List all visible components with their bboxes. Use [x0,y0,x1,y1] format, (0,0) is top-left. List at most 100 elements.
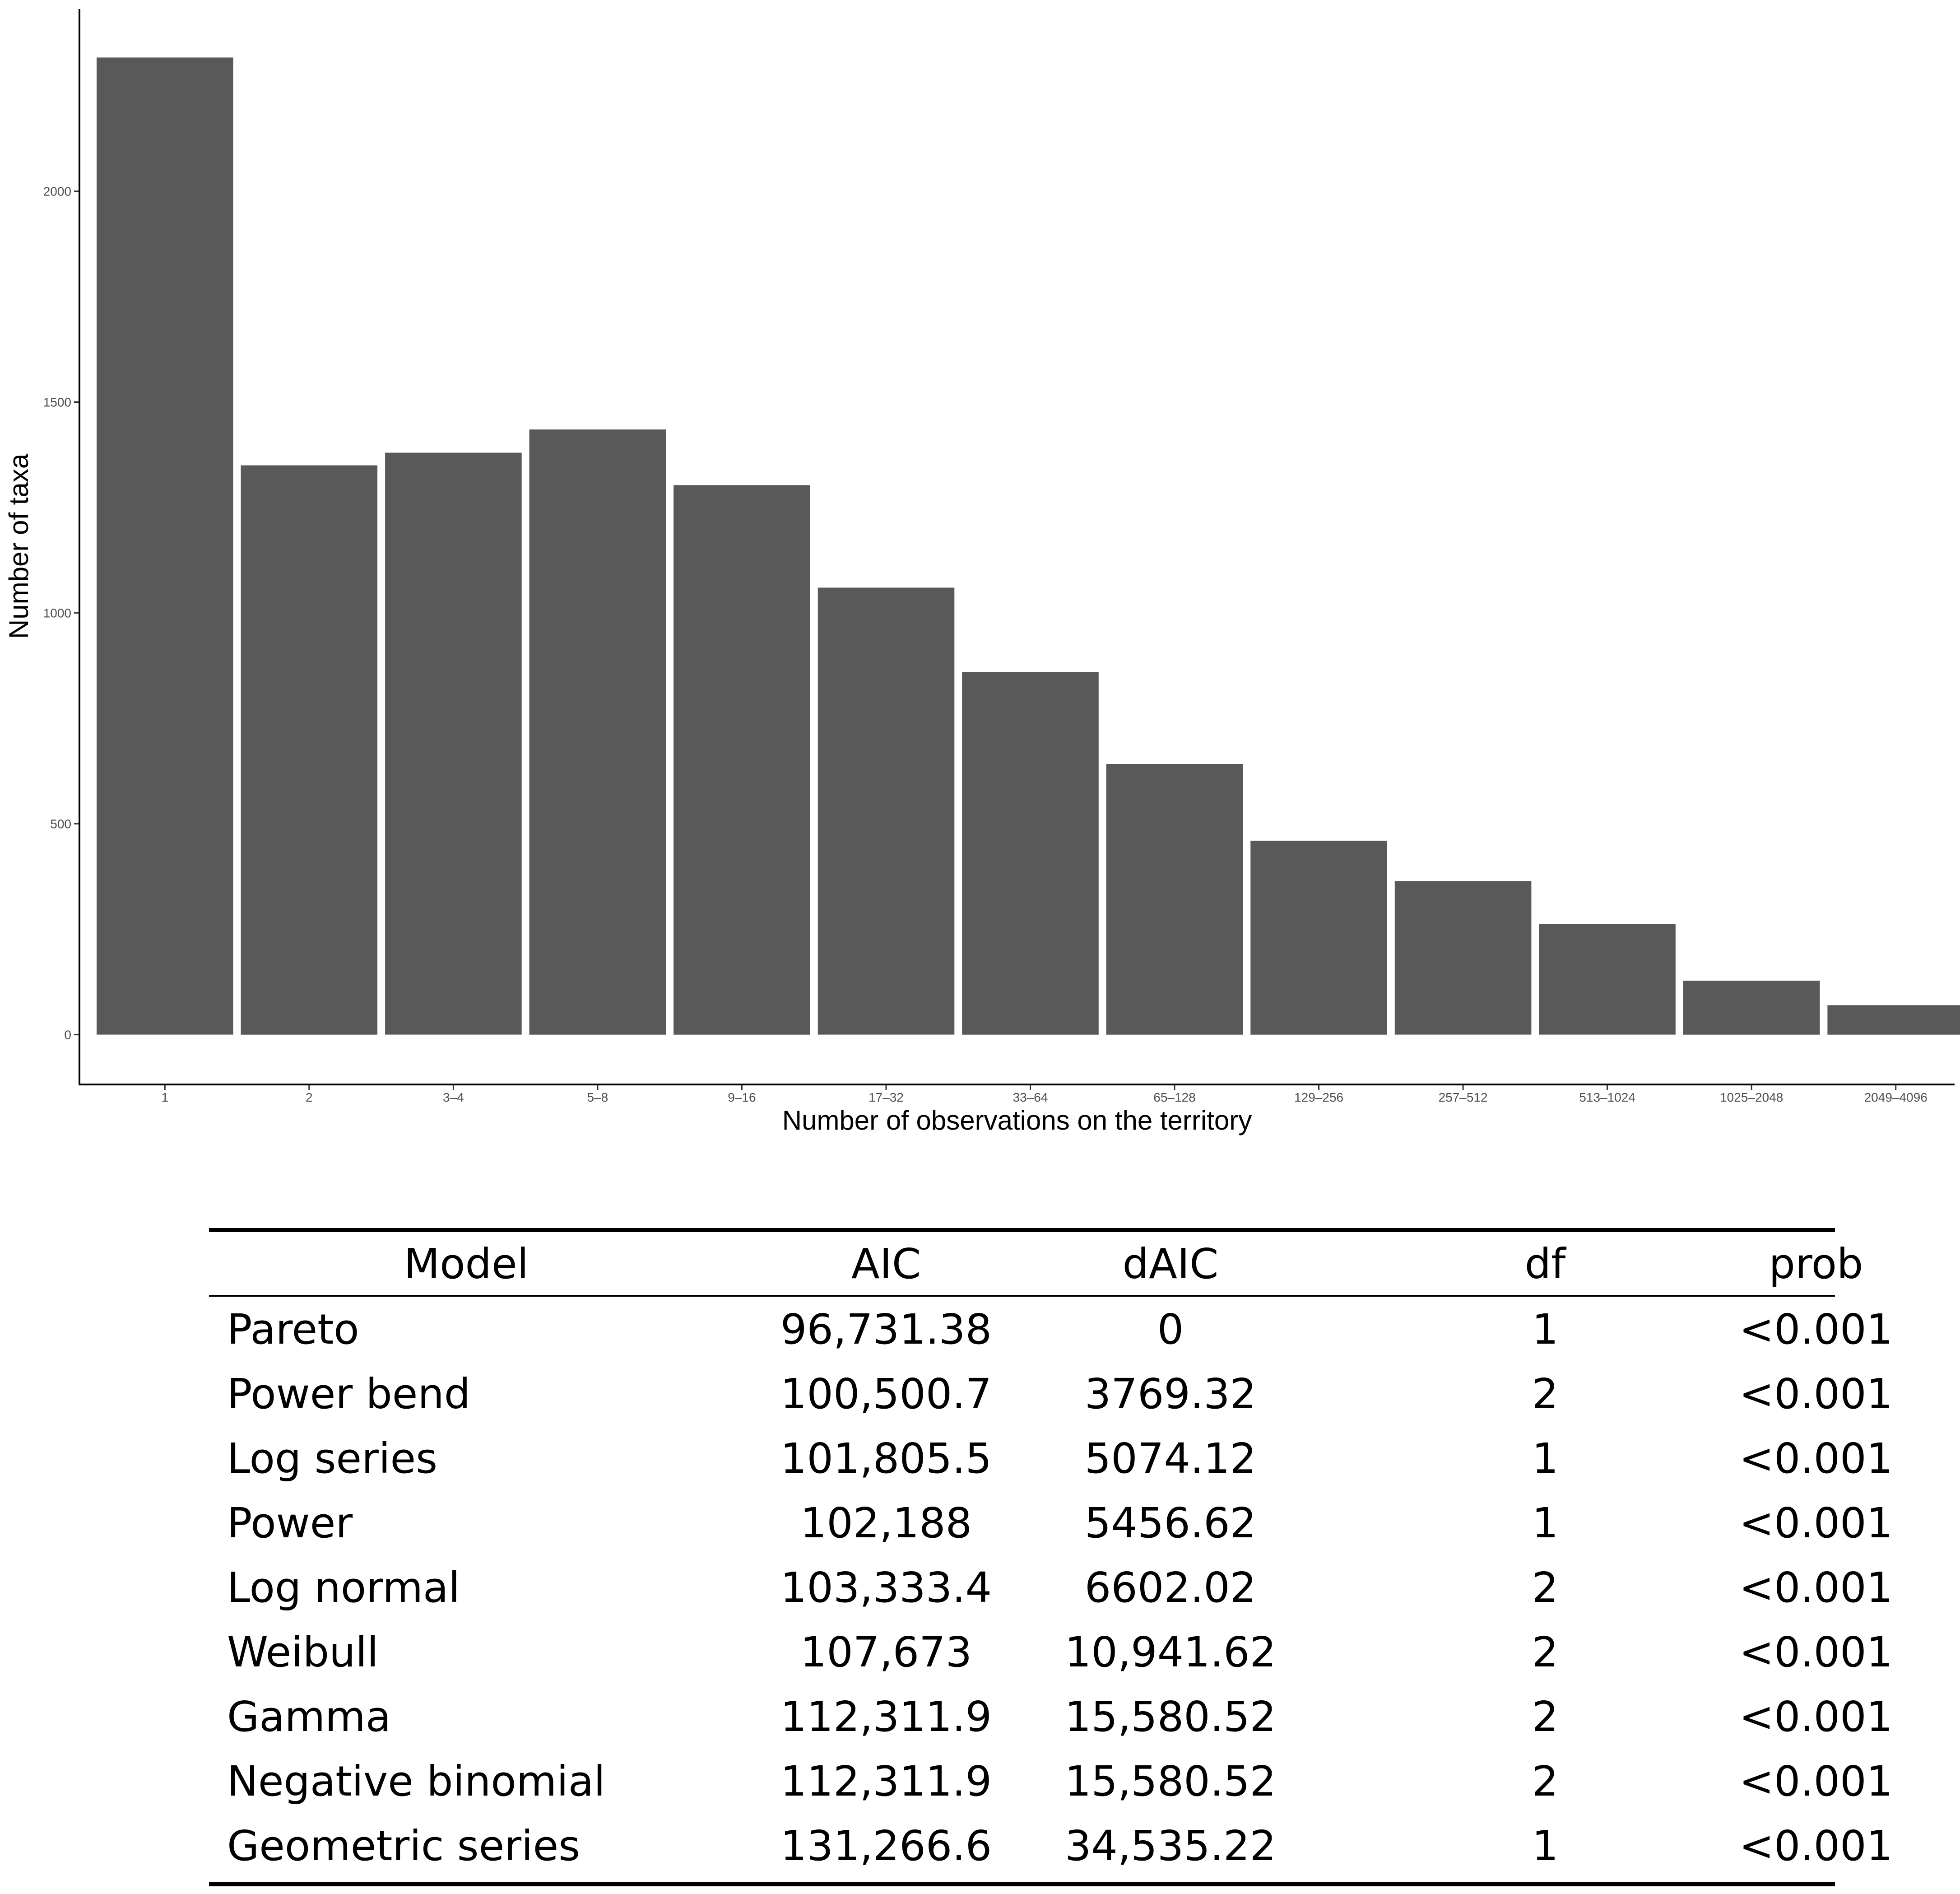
cell-model: Geometric series [227,1822,581,1870]
y-ticks-layer: 0 500 1000 1500 2000 [43,185,79,1042]
cell-daic: 3769.32 [1084,1370,1257,1418]
cell-aic: 112,311.9 [780,1693,992,1741]
table-row: Power 102,188 5456.62 1 <0.001 [209,1492,1893,1556]
bar-9–16 [673,485,810,1035]
cell-model: Weibull [227,1628,379,1676]
table-header-rule [209,1295,1835,1297]
table-row: Power bend 100,500.7 3769.32 2 <0.001 [209,1363,1893,1427]
x-tick-label: 513–1024 [1579,1090,1635,1104]
header-aic: AIC [851,1240,921,1288]
cell-aic: 107,673 [800,1628,972,1676]
x-tick-label: 3–4 [443,1090,464,1104]
bar-257–512 [1394,881,1532,1035]
table-row: Negative binomial 112,311.9 15,580.52 2 <0.0… [209,1750,1893,1815]
bar-3–4 [385,452,522,1035]
y-axis-title: Number of taxa [4,453,34,639]
y-tick-label: 1500 [43,396,71,410]
cell-aic: 102,188 [800,1499,972,1547]
cell-df: 2 [1532,1757,1559,1806]
x-tick-label: 1025–2048 [1720,1090,1783,1104]
cell-daic: 10,941.62 [1064,1628,1277,1676]
x-tick-label: 1 [162,1090,169,1104]
cell-df: 1 [1532,1305,1559,1354]
cell-model: Power bend [227,1370,471,1418]
cell-aic: 103,333.4 [780,1564,992,1612]
cell-prob: <0.001 [1739,1757,1893,1806]
table-bottom-rule [209,1882,1835,1886]
y-tick-label: 0 [64,1028,71,1042]
cell-daic: 6602.02 [1084,1564,1257,1612]
cell-df: 2 [1532,1693,1559,1741]
cell-df: 1 [1532,1822,1559,1870]
x-tick-label: 9–16 [728,1090,756,1104]
bar-65–128 [1106,764,1243,1035]
bar-129–256 [1250,841,1387,1035]
header-df: df [1524,1240,1566,1288]
cell-daic: 15,580.52 [1064,1693,1277,1741]
header-prob: prob [1769,1240,1863,1288]
cell-daic: 0 [1157,1305,1184,1354]
cell-prob: <0.001 [1739,1305,1893,1354]
cell-prob: <0.001 [1739,1693,1893,1741]
cell-model: Log normal [227,1564,460,1612]
cell-aic: 112,311.9 [780,1757,992,1806]
x-tick-label: 129–256 [1294,1090,1343,1104]
header-daic: dAIC [1122,1240,1219,1288]
table-row: Log normal 103,333.4 6602.02 2 <0.001 [209,1556,1893,1621]
x-tick-label: 2 [306,1090,313,1104]
y-tick-label: 1000 [43,606,71,620]
x-tick-label: 5–8 [587,1090,608,1104]
cell-df: 2 [1532,1370,1559,1418]
bar-33–64 [962,672,1099,1035]
cell-df: 1 [1532,1434,1559,1483]
chart-svg: 0 500 1000 1500 2000 1 2 3–4 5–8 9–16 17–32 33–64 6… [4,9,1960,1135]
cell-daic: 5074.12 [1084,1434,1257,1483]
cell-model: Power [227,1499,353,1547]
y-tick-label: 500 [50,817,71,831]
table-top-rule [209,1228,1835,1232]
cell-prob: <0.001 [1739,1434,1893,1483]
table-row: Gamma 112,311.9 15,580.52 2 <0.001 [209,1685,1893,1750]
cell-df: 2 [1532,1628,1559,1676]
cell-aic: 100,500.7 [780,1370,992,1418]
cell-model: Negative binomial [227,1757,605,1806]
cell-prob: <0.001 [1739,1499,1893,1547]
cell-df: 1 [1532,1499,1559,1547]
bar-2 [241,465,378,1035]
cell-prob: <0.001 [1739,1822,1893,1870]
x-tick-label: 17–32 [869,1090,904,1104]
table-row: Geometric series 131,266.6 34,535.22 1 <0.00… [209,1815,1893,1879]
cell-model: Pareto [227,1305,359,1354]
table-row: Log series 101,805.5 5074.12 1 <0.001 [209,1427,1893,1492]
cell-df: 2 [1532,1564,1559,1612]
x-axis-title: Number of observations on the territory [782,1105,1252,1135]
table-row: Weibull 107,673 10,941.62 2 <0.001 [209,1621,1893,1685]
header-model: Model [404,1240,529,1288]
x-tick-label: 2049–4096 [1864,1090,1927,1104]
cell-prob: <0.001 [1739,1628,1893,1676]
x-tick-label: 257–512 [1439,1090,1488,1104]
axes-layer [79,9,1955,1085]
cell-model: Log series [227,1434,438,1483]
cell-prob: <0.001 [1739,1564,1893,1612]
cell-daic: 34,535.22 [1064,1822,1277,1870]
bar-chart: 0 500 1000 1500 2000 1 2 3–4 5–8 9–16 17–32 33–64 6… [4,9,1960,1135]
cell-aic: 131,266.6 [780,1822,992,1870]
x-tick-label: 65–128 [1153,1090,1195,1104]
table-row: Pareto 96,731.38 0 1 <0.001 [209,1298,1893,1363]
bars-layer [97,57,1960,1035]
cell-daic: 15,580.52 [1064,1757,1277,1806]
bar-17–32 [817,587,955,1035]
bar-5–8 [529,429,666,1035]
cell-daic: 5456.62 [1084,1499,1257,1547]
bar-2049–4096 [1827,1005,1960,1035]
cell-aic: 101,805.5 [780,1434,992,1483]
bar-1 [97,57,233,1035]
bar-1025–2048 [1683,981,1820,1035]
cell-model: Gamma [227,1693,391,1741]
x-tick-label: 33–64 [1013,1090,1048,1104]
cell-aic: 96,731.38 [780,1305,992,1354]
bar-513–1024 [1539,924,1676,1035]
y-tick-label: 2000 [43,185,71,199]
x-ticks-layer: 1 2 3–4 5–8 9–16 17–32 33–64 65–128 129–256 257–5… [162,1085,1927,1104]
